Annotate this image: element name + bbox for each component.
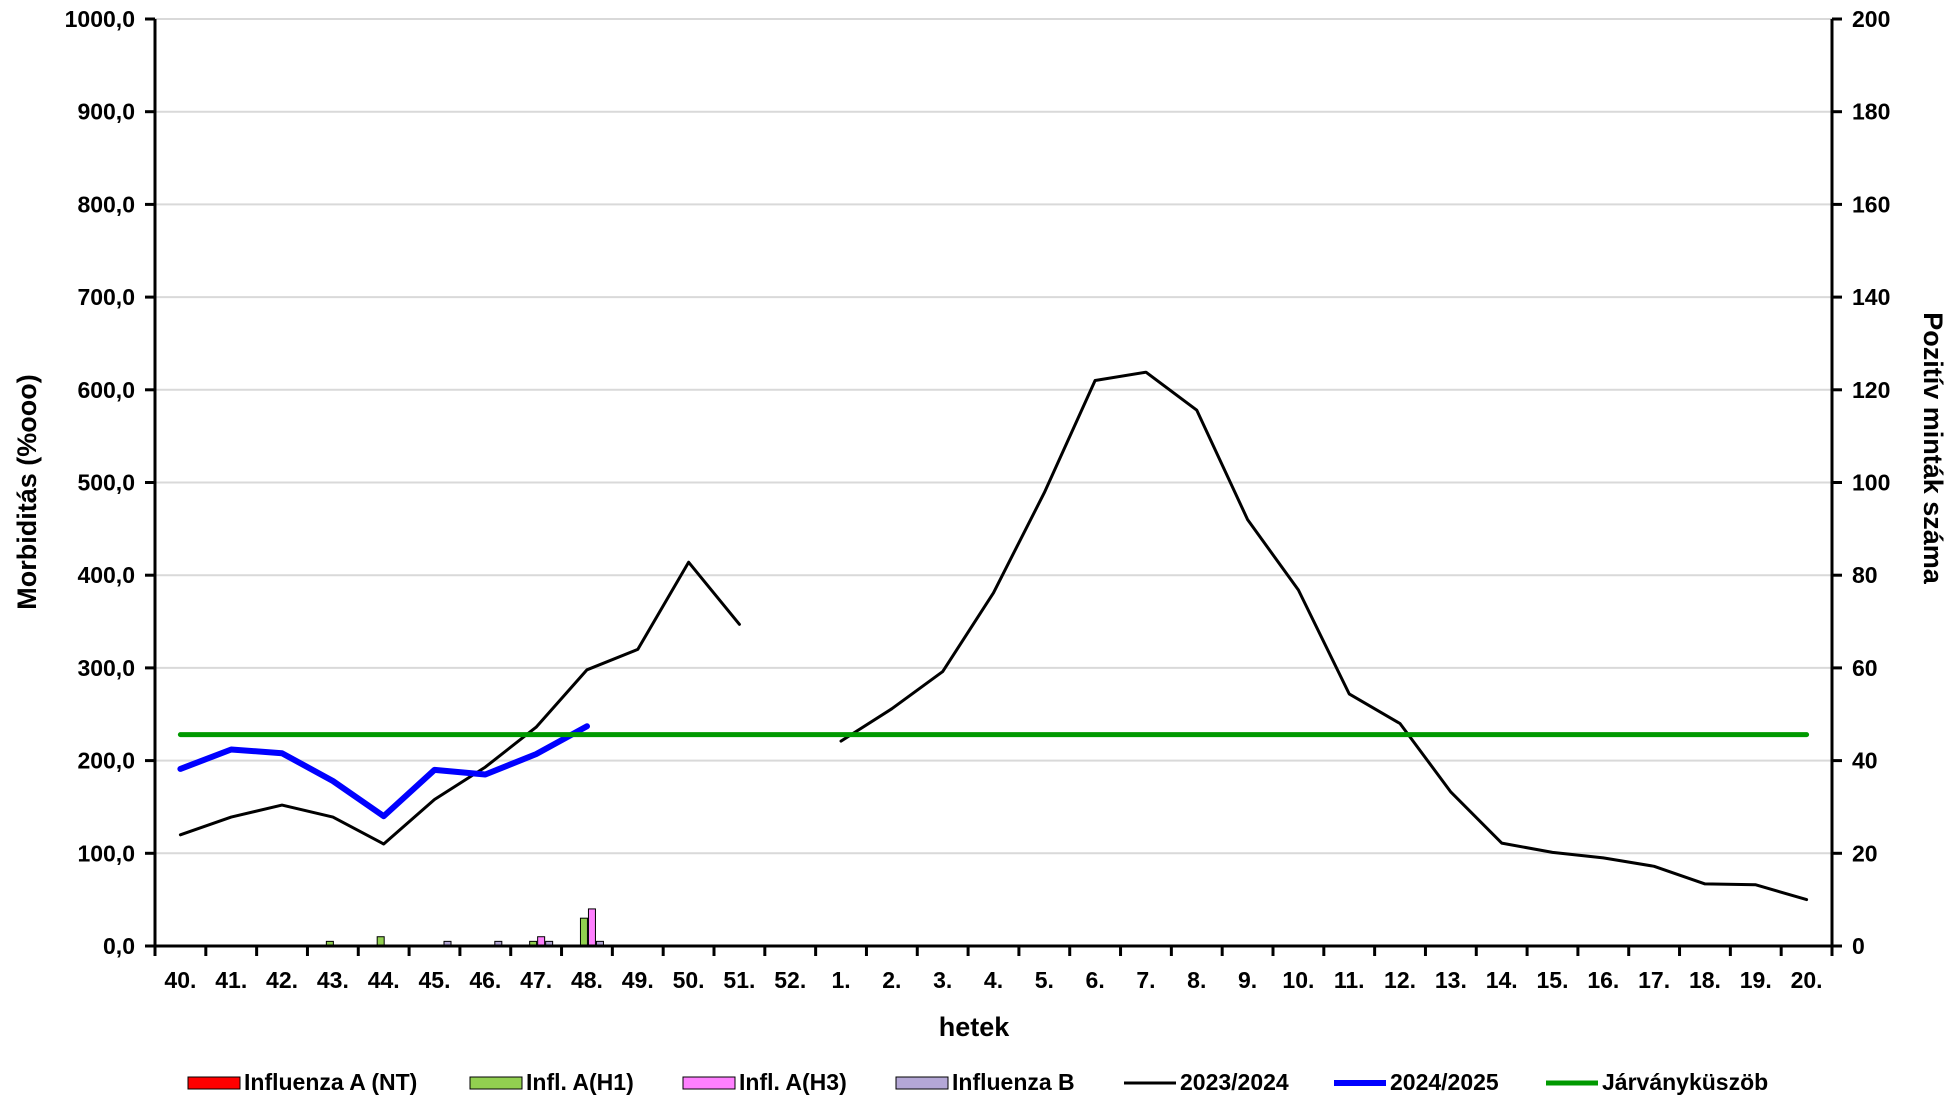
y2-tick-label: 200 [1852, 6, 1890, 32]
legend-swatch [187, 1076, 241, 1090]
x-tick-label: 2. [882, 967, 901, 993]
y-tick-label: 0,0 [103, 933, 135, 959]
y2-tick-label: 100 [1852, 470, 1890, 496]
legend-label: Infl. A(H1) [526, 1069, 634, 1095]
y2-axis-label: Pozitív minták száma [1918, 312, 1948, 585]
x-tick-label: 15. [1537, 967, 1569, 993]
bar [587, 908, 596, 947]
x-tick-label: 20. [1791, 967, 1823, 993]
y-tick-label: 500,0 [77, 470, 135, 496]
x-tick-label: 17. [1638, 967, 1670, 993]
y-tick-label: 400,0 [77, 562, 135, 588]
y-tick-label: 900,0 [77, 99, 135, 125]
x-tick-label: 46. [469, 967, 501, 993]
x-tick-label: 19. [1740, 967, 1772, 993]
bar-series [325, 908, 604, 947]
y2-tick-label: 40 [1852, 748, 1878, 774]
legend-label: 2023/2024 [1180, 1069, 1289, 1095]
x-tick-label: 5. [1035, 967, 1054, 993]
y-axis-ticks: 0,0 100,0 200,0 300,0 400,0 500,0 600,0 700,0 80… [65, 6, 155, 959]
y2-tick-label: 140 [1852, 284, 1890, 310]
x-tick-label: 40. [164, 967, 196, 993]
line-2024-2025 [177, 723, 590, 820]
x-tick-label: 52. [774, 967, 806, 993]
x-tick-label: 13. [1435, 967, 1467, 993]
line-series [177, 370, 1810, 902]
legend-label: Infl. A(H3) [739, 1069, 847, 1095]
legend-swatch [682, 1076, 736, 1090]
x-tick-label: 6. [1086, 967, 1105, 993]
x-axis-label: hetek [939, 1012, 1011, 1042]
x-tick-label: 41. [215, 967, 247, 993]
x-tick-label: 42. [266, 967, 298, 993]
x-axis-ticks: 40. 41. 42. 43. 44. 45. 46. 47. 48. 49. 50. 51. 52. 1… [153, 946, 1834, 993]
legend-swatch [469, 1076, 523, 1090]
x-tick-label: 12. [1384, 967, 1416, 993]
x-tick-label: 9. [1238, 967, 1257, 993]
x-tick-label: 47. [520, 967, 552, 993]
x-tick-label: 14. [1486, 967, 1518, 993]
legend: Influenza A (NT) Infl. A(H1) Infl. A(H3) In… [187, 1069, 1768, 1095]
y-tick-label: 300,0 [77, 655, 135, 681]
y2-tick-label: 20 [1852, 840, 1878, 866]
legend-label: Influenza A (NT) [244, 1069, 417, 1095]
bar [579, 917, 588, 947]
y-tick-label: 1000,0 [65, 6, 135, 32]
line-2023-2024 [839, 370, 1809, 902]
y2-tick-label: 0 [1852, 933, 1865, 959]
y2-axis-ticks: 0 20 40 60 80 100 120 140 160 180 200 [1832, 6, 1890, 959]
y2-tick-label: 180 [1852, 99, 1890, 125]
y-tick-label: 200,0 [77, 748, 135, 774]
x-tick-label: 51. [723, 967, 755, 993]
legend-label: Influenza B [952, 1069, 1075, 1095]
y-tick-label: 700,0 [77, 284, 135, 310]
x-tick-label: 49. [622, 967, 654, 993]
legend-label: 2024/2025 [1390, 1069, 1499, 1095]
x-tick-label: 45. [419, 967, 451, 993]
y-tick-label: 800,0 [77, 191, 135, 217]
x-tick-label: 4. [984, 967, 1003, 993]
gridlines [155, 18, 1832, 855]
x-tick-label: 43. [317, 967, 349, 993]
x-tick-label: 48. [571, 967, 603, 993]
legend-swatch [895, 1076, 949, 1090]
x-tick-label: 44. [368, 967, 400, 993]
y-axis-label: Morbiditás (%ooo) [12, 374, 42, 609]
x-tick-label: 16. [1587, 967, 1619, 993]
y2-tick-label: 160 [1852, 191, 1890, 217]
x-tick-label: 1. [831, 967, 850, 993]
y2-tick-label: 120 [1852, 377, 1890, 403]
y2-tick-label: 80 [1852, 562, 1878, 588]
x-tick-label: 50. [673, 967, 705, 993]
y-tick-label: 100,0 [77, 840, 135, 866]
legend-label: Járványküszöb [1602, 1069, 1768, 1095]
x-tick-label: 3. [933, 967, 952, 993]
x-tick-label: 7. [1136, 967, 1155, 993]
line-2023-2024 [178, 560, 741, 846]
x-tick-label: 10. [1282, 967, 1314, 993]
x-tick-label: 8. [1187, 967, 1206, 993]
x-tick-label: 11. [1334, 967, 1365, 993]
y2-tick-label: 60 [1852, 655, 1878, 681]
y-tick-label: 600,0 [77, 377, 135, 403]
x-tick-label: 18. [1689, 967, 1721, 993]
